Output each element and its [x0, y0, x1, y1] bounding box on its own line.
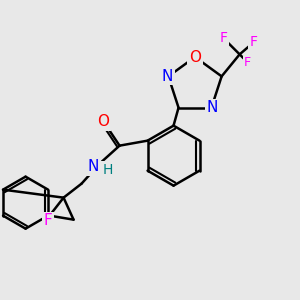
Text: F: F	[244, 56, 251, 69]
Text: N: N	[88, 159, 99, 174]
Text: N: N	[162, 69, 173, 84]
Text: F: F	[44, 213, 52, 228]
Text: H: H	[102, 163, 113, 177]
Text: F: F	[250, 35, 258, 49]
Text: O: O	[98, 114, 110, 129]
Text: N: N	[207, 100, 218, 115]
Text: O: O	[189, 50, 201, 64]
Text: F: F	[220, 31, 228, 45]
